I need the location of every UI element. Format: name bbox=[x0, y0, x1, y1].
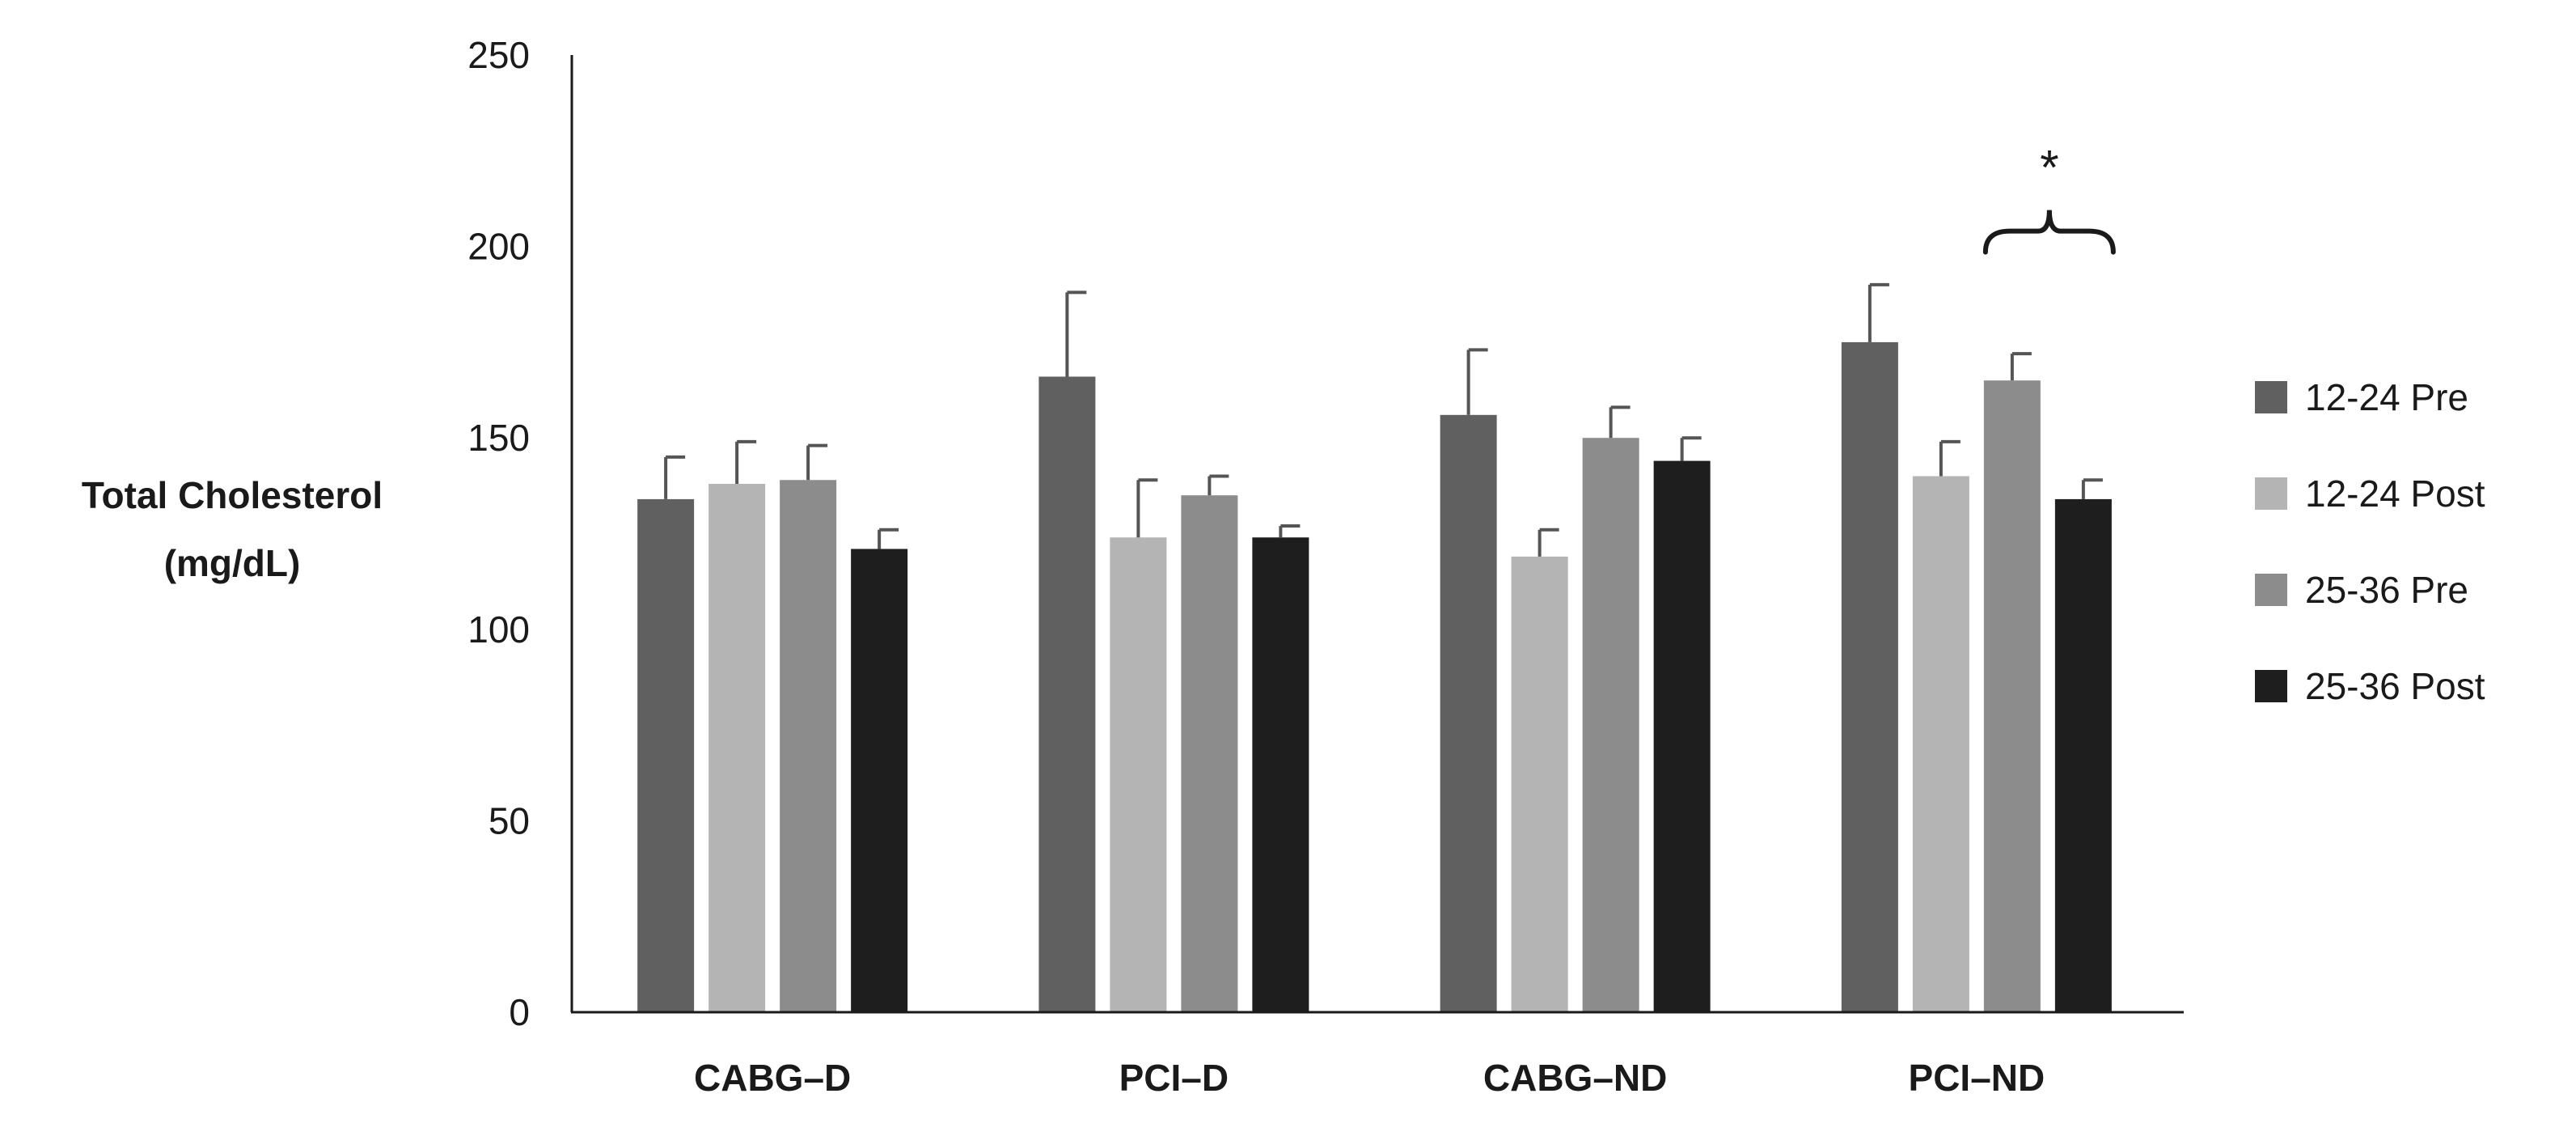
x-tick-label-pci-nd: PCI–ND bbox=[1909, 1057, 2045, 1099]
axes-group bbox=[570, 55, 2184, 1014]
bar-25-36-post-cabg-nd bbox=[1653, 460, 1711, 1012]
y-tick-label: 150 bbox=[467, 417, 530, 459]
bar-12-24-pre-pci-d bbox=[1038, 376, 1096, 1012]
x-tick-label-cabg-d: CABG–D bbox=[694, 1057, 851, 1099]
legend-swatch-12-24-pre bbox=[2255, 381, 2287, 413]
bar-25-36-post-pci-nd bbox=[2054, 498, 2112, 1012]
y-tick-label: 0 bbox=[509, 991, 530, 1033]
significance-bracket bbox=[1982, 210, 2116, 255]
y-tick-label: 200 bbox=[467, 226, 530, 268]
y-tick-label: 50 bbox=[489, 799, 530, 841]
bar-12-24-post-cabg-d bbox=[709, 483, 766, 1012]
y-tick-label: 250 bbox=[467, 34, 530, 76]
x-tick-label-pci-d: PCI–D bbox=[1119, 1057, 1229, 1099]
y-tick-labels: 0 50 100 150 200 250 bbox=[467, 34, 530, 1033]
legend-label-12-24-post: 12-24 Post bbox=[2305, 473, 2485, 515]
y-tick-label: 100 bbox=[467, 608, 530, 651]
bars-group bbox=[637, 341, 2112, 1013]
legend-label-12-24-pre: 12-24 Pre bbox=[2305, 376, 2468, 418]
bar-12-24-post-pci-nd bbox=[1912, 476, 1969, 1012]
bar-25-36-pre-cabg-d bbox=[780, 480, 837, 1012]
legend-label-25-36-post: 25-36 Post bbox=[2305, 665, 2485, 707]
bar-12-24-post-cabg-nd bbox=[1511, 556, 1568, 1012]
significance-star: * bbox=[2040, 141, 2058, 195]
bar-25-36-post-cabg-d bbox=[851, 549, 908, 1012]
bar-12-24-pre-cabg-nd bbox=[1440, 414, 1497, 1012]
y-axis-label-line2: (mg/dL) bbox=[164, 542, 301, 584]
significance-annotation: * bbox=[1982, 141, 2116, 255]
bar-25-36-pre-pci-d bbox=[1181, 495, 1238, 1012]
bar-12-24-pre-pci-nd bbox=[1841, 341, 1898, 1012]
bar-25-36-pre-cabg-nd bbox=[1582, 438, 1639, 1012]
bar-12-24-post-pci-d bbox=[1110, 537, 1167, 1012]
x-category-labels: CABG–D PCI–D CABG–ND PCI–ND bbox=[694, 1057, 2045, 1099]
legend-swatch-12-24-post bbox=[2255, 477, 2287, 510]
legend-swatch-25-36-pre bbox=[2255, 574, 2287, 606]
error-bars-group bbox=[664, 282, 2103, 557]
legend-swatch-25-36-post bbox=[2255, 670, 2287, 702]
bar-25-36-post-pci-d bbox=[1252, 537, 1309, 1012]
legend-label-25-36-pre: 25-36 Pre bbox=[2305, 569, 2468, 611]
bar-12-24-pre-cabg-d bbox=[637, 498, 695, 1012]
bar-25-36-pre-pci-nd bbox=[1983, 380, 2041, 1013]
legend: 12-24 Pre 12-24 Post 25-36 Pre 25-36 Post bbox=[2255, 376, 2485, 707]
y-axis-label-line1: Total Cholesterol bbox=[82, 474, 383, 516]
x-tick-label-cabg-nd: CABG–ND bbox=[1483, 1057, 1667, 1099]
